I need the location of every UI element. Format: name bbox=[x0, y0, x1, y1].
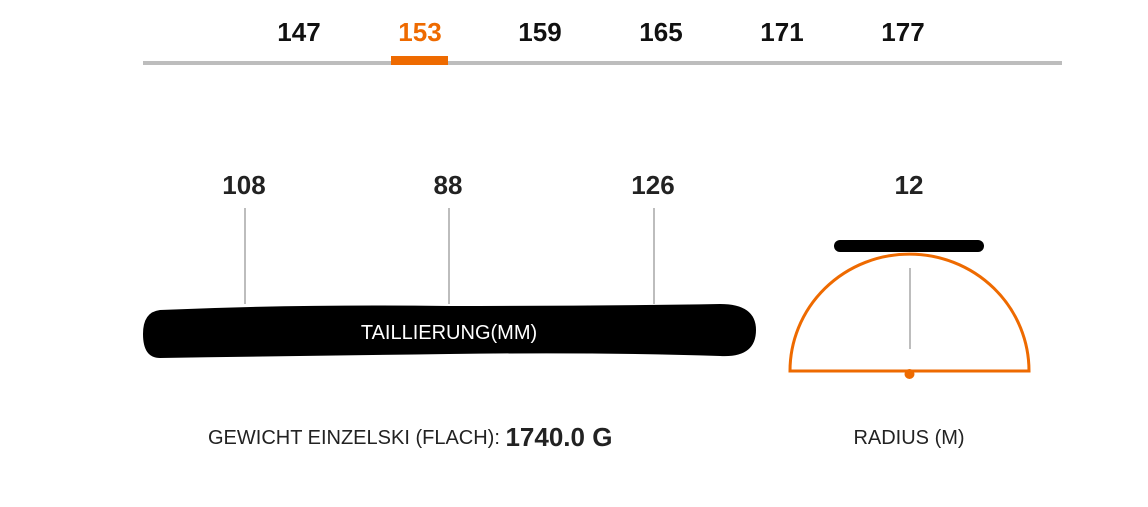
size-tabs: 147 153 159 165 171 177 bbox=[143, 0, 1062, 66]
tab-size-165[interactable]: 165 bbox=[639, 17, 683, 47]
waist-width: 88 bbox=[433, 170, 463, 200]
radius-center-dot bbox=[904, 369, 915, 379]
radius-value: 12 bbox=[894, 170, 924, 200]
tab-size-159[interactable]: 159 bbox=[518, 17, 562, 47]
tab-size-171[interactable]: 171 bbox=[760, 17, 804, 47]
tab-track bbox=[143, 61, 1062, 65]
tip-width: 108 bbox=[222, 170, 266, 200]
weight-value: 1740.0 G bbox=[505, 422, 613, 452]
radius-label: RADIUS (M) bbox=[853, 427, 965, 449]
radius-arc bbox=[788, 252, 1031, 373]
tab-size-147[interactable]: 147 bbox=[277, 17, 321, 47]
ski-side-view bbox=[834, 240, 984, 252]
weight-info: GEWICHT EINZELSKI (FLACH): 1740.0 G bbox=[208, 422, 612, 453]
ski-shape bbox=[143, 304, 756, 358]
sidecut-label: TAILLIERUNG(MM) bbox=[360, 322, 538, 344]
tab-size-177[interactable]: 177 bbox=[881, 17, 925, 47]
tab-size-153[interactable]: 153 bbox=[390, 17, 450, 65]
weight-label: GEWICHT EINZELSKI (FLACH): bbox=[208, 427, 500, 449]
tail-width: 126 bbox=[631, 170, 675, 200]
